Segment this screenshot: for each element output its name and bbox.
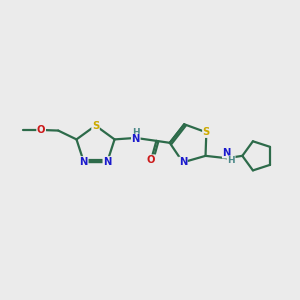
- Text: N: N: [132, 134, 140, 144]
- Text: N: N: [179, 157, 187, 167]
- Text: N: N: [223, 148, 231, 158]
- Text: N: N: [80, 157, 88, 167]
- Text: H: H: [227, 156, 235, 165]
- Text: S: S: [203, 127, 210, 137]
- Text: S: S: [92, 121, 99, 130]
- Text: H: H: [132, 128, 140, 137]
- Text: N: N: [103, 157, 112, 167]
- Text: O: O: [37, 125, 45, 135]
- Text: O: O: [147, 155, 155, 165]
